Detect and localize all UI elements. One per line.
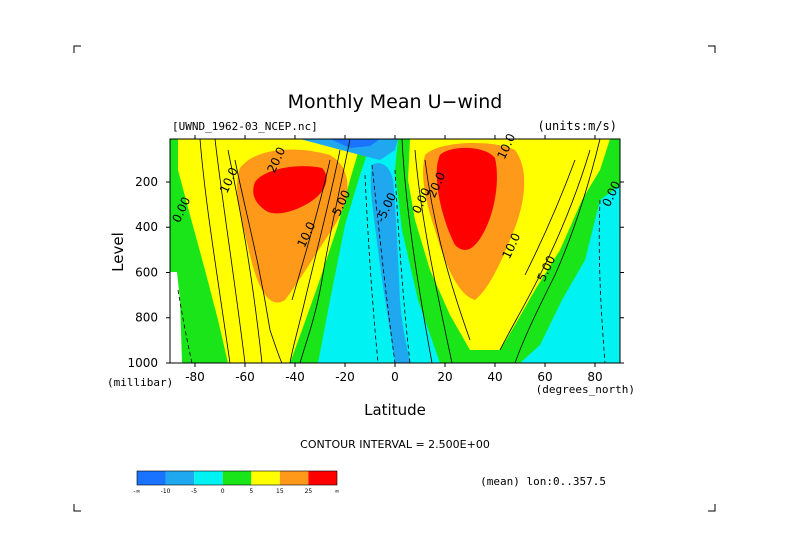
x-tick-label: 20 (437, 370, 452, 384)
y-tick-label: 800 (135, 311, 158, 325)
colorbar-tick-label: 0 (221, 488, 225, 495)
colorbar-swatch (137, 471, 166, 485)
y-tick-label: 200 (135, 175, 158, 189)
colorbar-frame (136, 470, 338, 486)
colorbar-tick-label: -5 (191, 488, 197, 495)
x-tick-label: 40 (487, 370, 502, 384)
contour-fill-25-plus (253, 166, 327, 214)
x-unit-label: (degrees_north) (536, 383, 635, 396)
contour-fill-neg (330, 139, 380, 148)
x-tick-label: -20 (335, 370, 355, 384)
contour-fill-neg (300, 139, 398, 160)
colorbar-tick-label: 15 (276, 488, 284, 495)
contour-lines-dashed (177, 164, 606, 363)
y-unit-label: (millibar) (107, 376, 173, 389)
x-tick-label: 0 (391, 370, 399, 384)
contour-lines (199, 139, 601, 363)
y-tick-label: 1000 (127, 356, 158, 370)
colorbar-swatch (251, 471, 280, 485)
x-tick-label: 80 (587, 370, 602, 384)
x-tick-label: 60 (537, 370, 552, 384)
y-axis: 200 400 600 800 1000 (127, 175, 624, 370)
colorbar-tick-label: 5 (249, 488, 253, 495)
y-axis-label: Level (109, 232, 127, 272)
chart-title: Monthly Mean U−wind (288, 91, 503, 113)
x-axis: -80 -60 -40 -20 0 20 40 60 80 (185, 135, 603, 384)
colorbar-tick-label: ∞ (335, 488, 340, 495)
x-tick-label: -40 (285, 370, 305, 384)
colorbar-tick-label: 25 (305, 488, 313, 495)
dataset-label: [UWND_1962-03_NCEP.nc] (172, 120, 318, 133)
colorbar-swatch (308, 471, 337, 485)
y-tick-label: 600 (135, 265, 158, 279)
footer-text: (mean) lon:0..357.5 (480, 475, 606, 488)
contour-fill-25-plus (436, 147, 497, 250)
colorbar-tick-label: -∞ (133, 488, 140, 495)
x-tick-label: -60 (235, 370, 255, 384)
x-tick-label: -80 (185, 370, 205, 384)
colorbar-swatch (222, 471, 252, 485)
colorbar-swatch (165, 471, 195, 485)
units-label: (units:m/s) (538, 119, 617, 133)
crop-marks (73, 45, 716, 512)
plot-area (169, 138, 621, 364)
contour-fill-neg (370, 163, 410, 363)
colorbar-tick-label: -10 (161, 488, 171, 495)
colorbar: -∞ -10 -5 0 5 15 25 ∞ (133, 470, 340, 495)
colorbar-swatch (279, 471, 309, 485)
contour-interval-text: CONTOUR INTERVAL = 2.500E+00 (300, 438, 490, 451)
x-axis-label: Latitude (364, 401, 426, 419)
contour-fill-polar (170, 272, 182, 363)
colorbar-swatch (194, 471, 223, 485)
y-tick-label: 400 (135, 220, 158, 234)
